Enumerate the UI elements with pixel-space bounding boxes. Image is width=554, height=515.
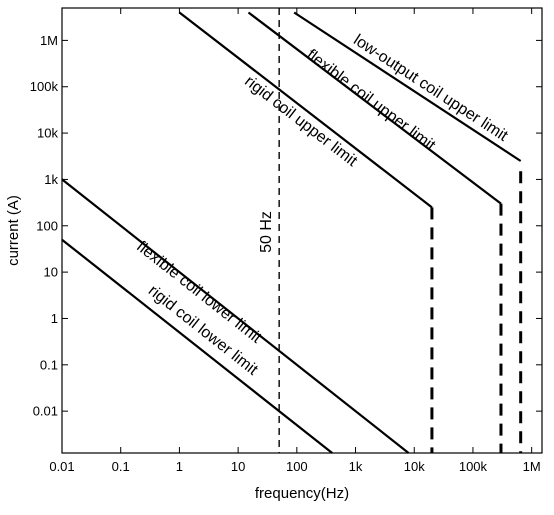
x-tick-label: 1M [523,459,541,474]
x-tick-label: 1k [349,459,363,474]
series-line [178,11,433,209]
y-tick-label: 10 [44,265,58,280]
series-group [61,8,523,454]
y-tick-label: 0.1 [40,357,58,372]
x-axis-label: frequency(Hz) [255,485,349,502]
series-line [61,178,410,454]
y-tick-label: 1 [51,311,58,326]
y-tick-label: 100k [30,79,59,94]
y-tick-label: 100 [36,218,58,233]
x-tick-label: 0.1 [112,459,130,474]
plot-frame [61,7,543,454]
series-line [61,238,333,454]
x-tick-label: 10 [231,459,245,474]
series-label: low-output coil upper limit [350,32,511,145]
series-line [293,11,522,162]
y-tick-label: 10k [37,126,58,141]
x-tick-label: 1 [176,459,183,474]
x-tick-label: 100k [459,459,488,474]
y-tick-label: 0.01 [33,404,58,419]
x-tick-label: 10k [404,459,425,474]
x-tick-label: 0.01 [49,459,74,474]
y-tick-label: 1k [44,172,58,187]
reference-line-label: 50 Hz [258,211,275,253]
y-axis-label: current (A) [5,195,22,266]
y-tick-label: 1M [40,33,58,48]
series-line [247,11,502,205]
axis-ticks: 0.01 0.1 1 10 100 1k 10k 100k 1M 0.01 0.1 1 10 100 1k 1… [30,8,542,474]
plot-area [61,7,543,454]
x-tick-label: 100 [286,459,308,474]
